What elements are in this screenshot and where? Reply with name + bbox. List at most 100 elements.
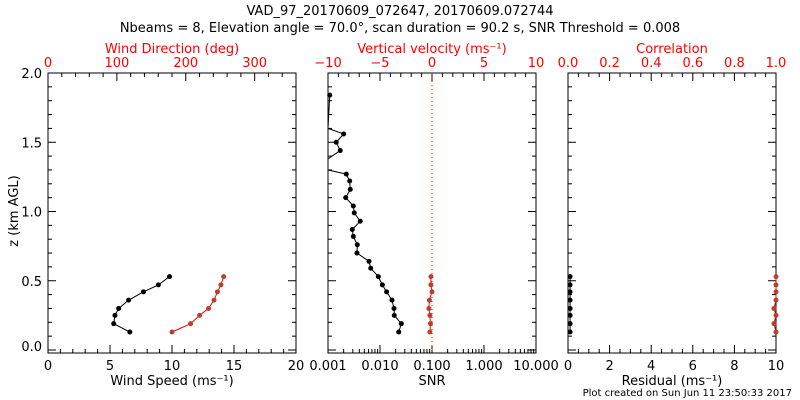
data-point [126,297,132,303]
data-point [567,274,573,280]
data-point [567,297,573,303]
data-point [773,274,779,280]
data-point [391,312,397,318]
title-line-2: Nbeams = 8, Elevation angle = 70.0°, sca… [120,21,680,36]
data-point [398,321,404,327]
top-x-tick-label: −5 [370,56,389,71]
plot-frame [47,72,297,354]
data-point [343,195,349,201]
data-point [211,297,217,303]
data-point [206,305,212,311]
top-x-tick-label: 0.8 [724,56,745,71]
x-tick-label: 10 [164,359,181,374]
data-point [112,312,118,318]
data-point [379,282,385,288]
top-x-tick-label: 5 [480,56,488,71]
data-point [427,312,433,318]
top-x-axis-label: Vertical velocity (ms⁻¹) [357,42,506,57]
x-tick-label: 15 [226,359,243,374]
data-point [333,139,339,145]
data-point [197,312,203,318]
data-point [771,321,777,327]
data-point [350,203,356,209]
data-point [366,258,372,264]
data-point [427,321,433,327]
top-x-axis-label: Wind Direction (deg) [105,42,239,57]
x-axis-label: Wind Speed (ms⁻¹) [110,374,233,389]
data-point [354,242,360,248]
x-tick-label: 2 [605,359,613,374]
x-tick-label: 1.000 [465,359,502,374]
top-x-tick-label: 100 [104,56,129,71]
top-x-axis-label: Correlation [636,42,708,57]
data-point [427,329,433,335]
data-point [341,131,347,137]
panel-3: 0 2 4 6 8 10 Residual (ms⁻¹) 0.0 0.2 0.4 0.6 0.8 1.0… [558,42,787,389]
x-tick-label: 4 [647,359,655,374]
data-point [111,321,117,327]
top-x-tick-label: 200 [173,56,198,71]
data-point [771,305,777,311]
data-point [351,210,357,216]
data-point [350,233,356,239]
x-tick-label: 0 [564,359,572,374]
data-point [354,250,360,256]
top-x-tick-label: 0.6 [682,56,703,71]
data-point [368,265,374,271]
top-x-tick-label: 0.2 [599,56,620,71]
data-point [169,329,175,335]
data-point [347,186,353,192]
data-point [567,321,573,327]
x-axis-label: Residual (ms⁻¹) [622,374,723,389]
data-point [214,289,220,295]
data-point [167,274,173,280]
top-x-tick-label: 0.4 [641,56,662,71]
data-point [337,148,343,154]
top-x-tick-label: 1.0 [766,56,787,71]
x-tick-label: 0.010 [361,359,398,374]
data-point [773,282,779,288]
data-point [343,171,349,177]
data-point [389,297,395,303]
x-tick-label: 5 [106,359,114,374]
data-point [391,305,397,311]
data-point [426,305,432,311]
data-point [327,92,333,98]
series-line-wind-direction [171,276,225,333]
data-point [357,218,363,224]
top-x-tick-label: 0.0 [558,56,579,71]
x-tick-label: 10.000 [513,359,559,374]
series-line-snr [327,95,402,333]
series-line-wind-speed [113,276,170,333]
y-axis-label: z (km AGL) [7,175,22,246]
data-point [773,297,779,303]
data-point [773,289,779,295]
data-point [188,321,194,327]
data-point [773,312,779,318]
title-line-1: VAD_97_20170609_072647, 20170609.072744 [247,4,554,19]
data-point [140,289,146,295]
data-point [218,282,224,288]
data-point [773,329,779,335]
top-x-tick-label: 300 [242,56,267,71]
data-point [428,274,434,280]
footer: Plot created on Sun Jun 11 23:50:33 2017 [583,388,792,399]
y-tick-label: 0.0 [21,340,42,355]
data-point [567,289,573,295]
data-point [347,178,353,184]
x-tick-label: 20 [288,359,305,374]
data-point [429,289,435,295]
plot-frame [567,72,777,354]
x-tick-label: 8 [730,359,738,374]
data-point [567,312,573,318]
data-point [116,305,122,311]
y-tick-label: 2.0 [21,67,42,82]
data-point [384,289,390,295]
x-tick-label: 10 [768,359,785,374]
x-tick-label: 0.100 [413,359,450,374]
y-tick-label: 0.5 [21,275,42,290]
x-axis-label: SNR [418,374,445,389]
x-tick-label: 0.001 [309,359,346,374]
